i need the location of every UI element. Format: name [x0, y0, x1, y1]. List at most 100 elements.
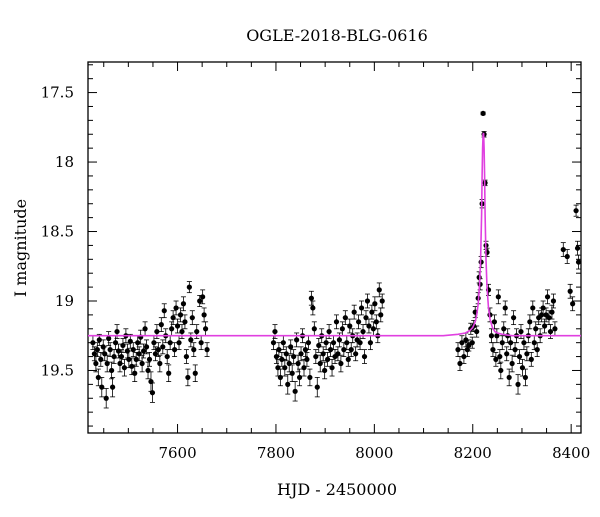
data-point	[366, 323, 372, 329]
data-point	[152, 351, 159, 357]
data-point	[488, 333, 495, 339]
data-point	[282, 365, 288, 371]
data-point	[289, 370, 295, 376]
data-point	[491, 319, 498, 325]
data-point	[307, 374, 313, 381]
x-tick-label: 7600	[158, 444, 196, 462]
data-point	[126, 356, 132, 362]
data-point	[169, 326, 175, 332]
data-point	[197, 298, 203, 304]
data-point	[298, 351, 304, 357]
data-point	[370, 326, 376, 332]
data-point	[183, 353, 190, 360]
data-point	[329, 365, 335, 371]
data-point	[188, 337, 194, 343]
data-point	[345, 356, 351, 362]
data-point	[304, 356, 310, 362]
data-point	[173, 305, 179, 311]
data-point	[519, 365, 526, 371]
data-point	[301, 365, 307, 371]
data-point	[379, 298, 385, 304]
data-point	[522, 374, 529, 381]
data-point	[316, 342, 322, 349]
x-tick-label: 8400	[552, 444, 590, 462]
data-point	[189, 315, 195, 321]
data-point	[148, 378, 154, 385]
data-point	[518, 328, 524, 335]
data-point	[102, 351, 108, 357]
data-point	[107, 347, 113, 353]
data-point	[351, 309, 357, 315]
data-point	[283, 351, 289, 357]
data-point	[521, 340, 527, 346]
data-point	[490, 347, 496, 353]
data-point	[378, 312, 384, 318]
data-point	[367, 340, 374, 346]
data-point	[176, 340, 182, 346]
data-point	[534, 347, 540, 353]
data-point	[127, 338, 133, 344]
data-point	[90, 340, 96, 346]
data-point	[158, 322, 164, 328]
data-point	[106, 335, 112, 342]
data-point	[336, 337, 343, 343]
data-point	[363, 315, 369, 321]
data-point	[103, 395, 109, 401]
data-point	[296, 374, 303, 381]
data-point	[111, 353, 117, 360]
data-point	[200, 294, 206, 300]
y-tick-label: 19	[55, 292, 74, 310]
data-point	[560, 246, 566, 253]
data-point	[364, 298, 371, 304]
data-point	[338, 360, 344, 367]
data-point	[154, 328, 160, 335]
data-point	[530, 305, 536, 311]
data-point	[466, 342, 472, 349]
data-point	[136, 351, 142, 357]
data-point	[109, 367, 115, 374]
error-bars	[90, 111, 582, 409]
data-point	[515, 381, 521, 387]
data-point	[96, 337, 102, 343]
data-point	[330, 340, 337, 346]
axis-ticks	[88, 62, 581, 433]
data-point	[509, 360, 515, 367]
data-point	[95, 374, 101, 381]
data-point	[541, 323, 548, 329]
data-point	[93, 360, 99, 367]
data-point	[457, 360, 463, 367]
data-point	[495, 294, 501, 300]
data-point	[157, 360, 163, 367]
data-point	[98, 356, 104, 362]
data-point	[358, 305, 365, 311]
data-point	[145, 367, 151, 374]
data-point	[372, 301, 378, 307]
y-tick-label: 18.5	[41, 223, 74, 241]
data-point	[574, 245, 581, 251]
data-point	[322, 367, 328, 374]
data-point	[544, 294, 551, 300]
data-point	[182, 319, 188, 325]
data-point	[191, 347, 197, 353]
x-tick-label: 8000	[355, 444, 393, 462]
data-point	[185, 374, 191, 381]
data-point	[533, 326, 539, 332]
data-point	[186, 284, 192, 290]
data-point	[493, 356, 499, 362]
data-point	[317, 360, 323, 367]
data-point	[129, 363, 135, 369]
data-point	[161, 308, 167, 314]
data-point	[342, 315, 348, 321]
data-point	[198, 340, 204, 346]
data-point	[308, 295, 314, 301]
data-point	[124, 348, 130, 354]
data-point	[204, 347, 210, 353]
data-point	[114, 328, 120, 335]
data-point	[149, 390, 156, 396]
data-point	[288, 344, 294, 350]
model-curve	[88, 132, 581, 337]
data-point	[180, 301, 187, 307]
data-point	[140, 348, 147, 354]
